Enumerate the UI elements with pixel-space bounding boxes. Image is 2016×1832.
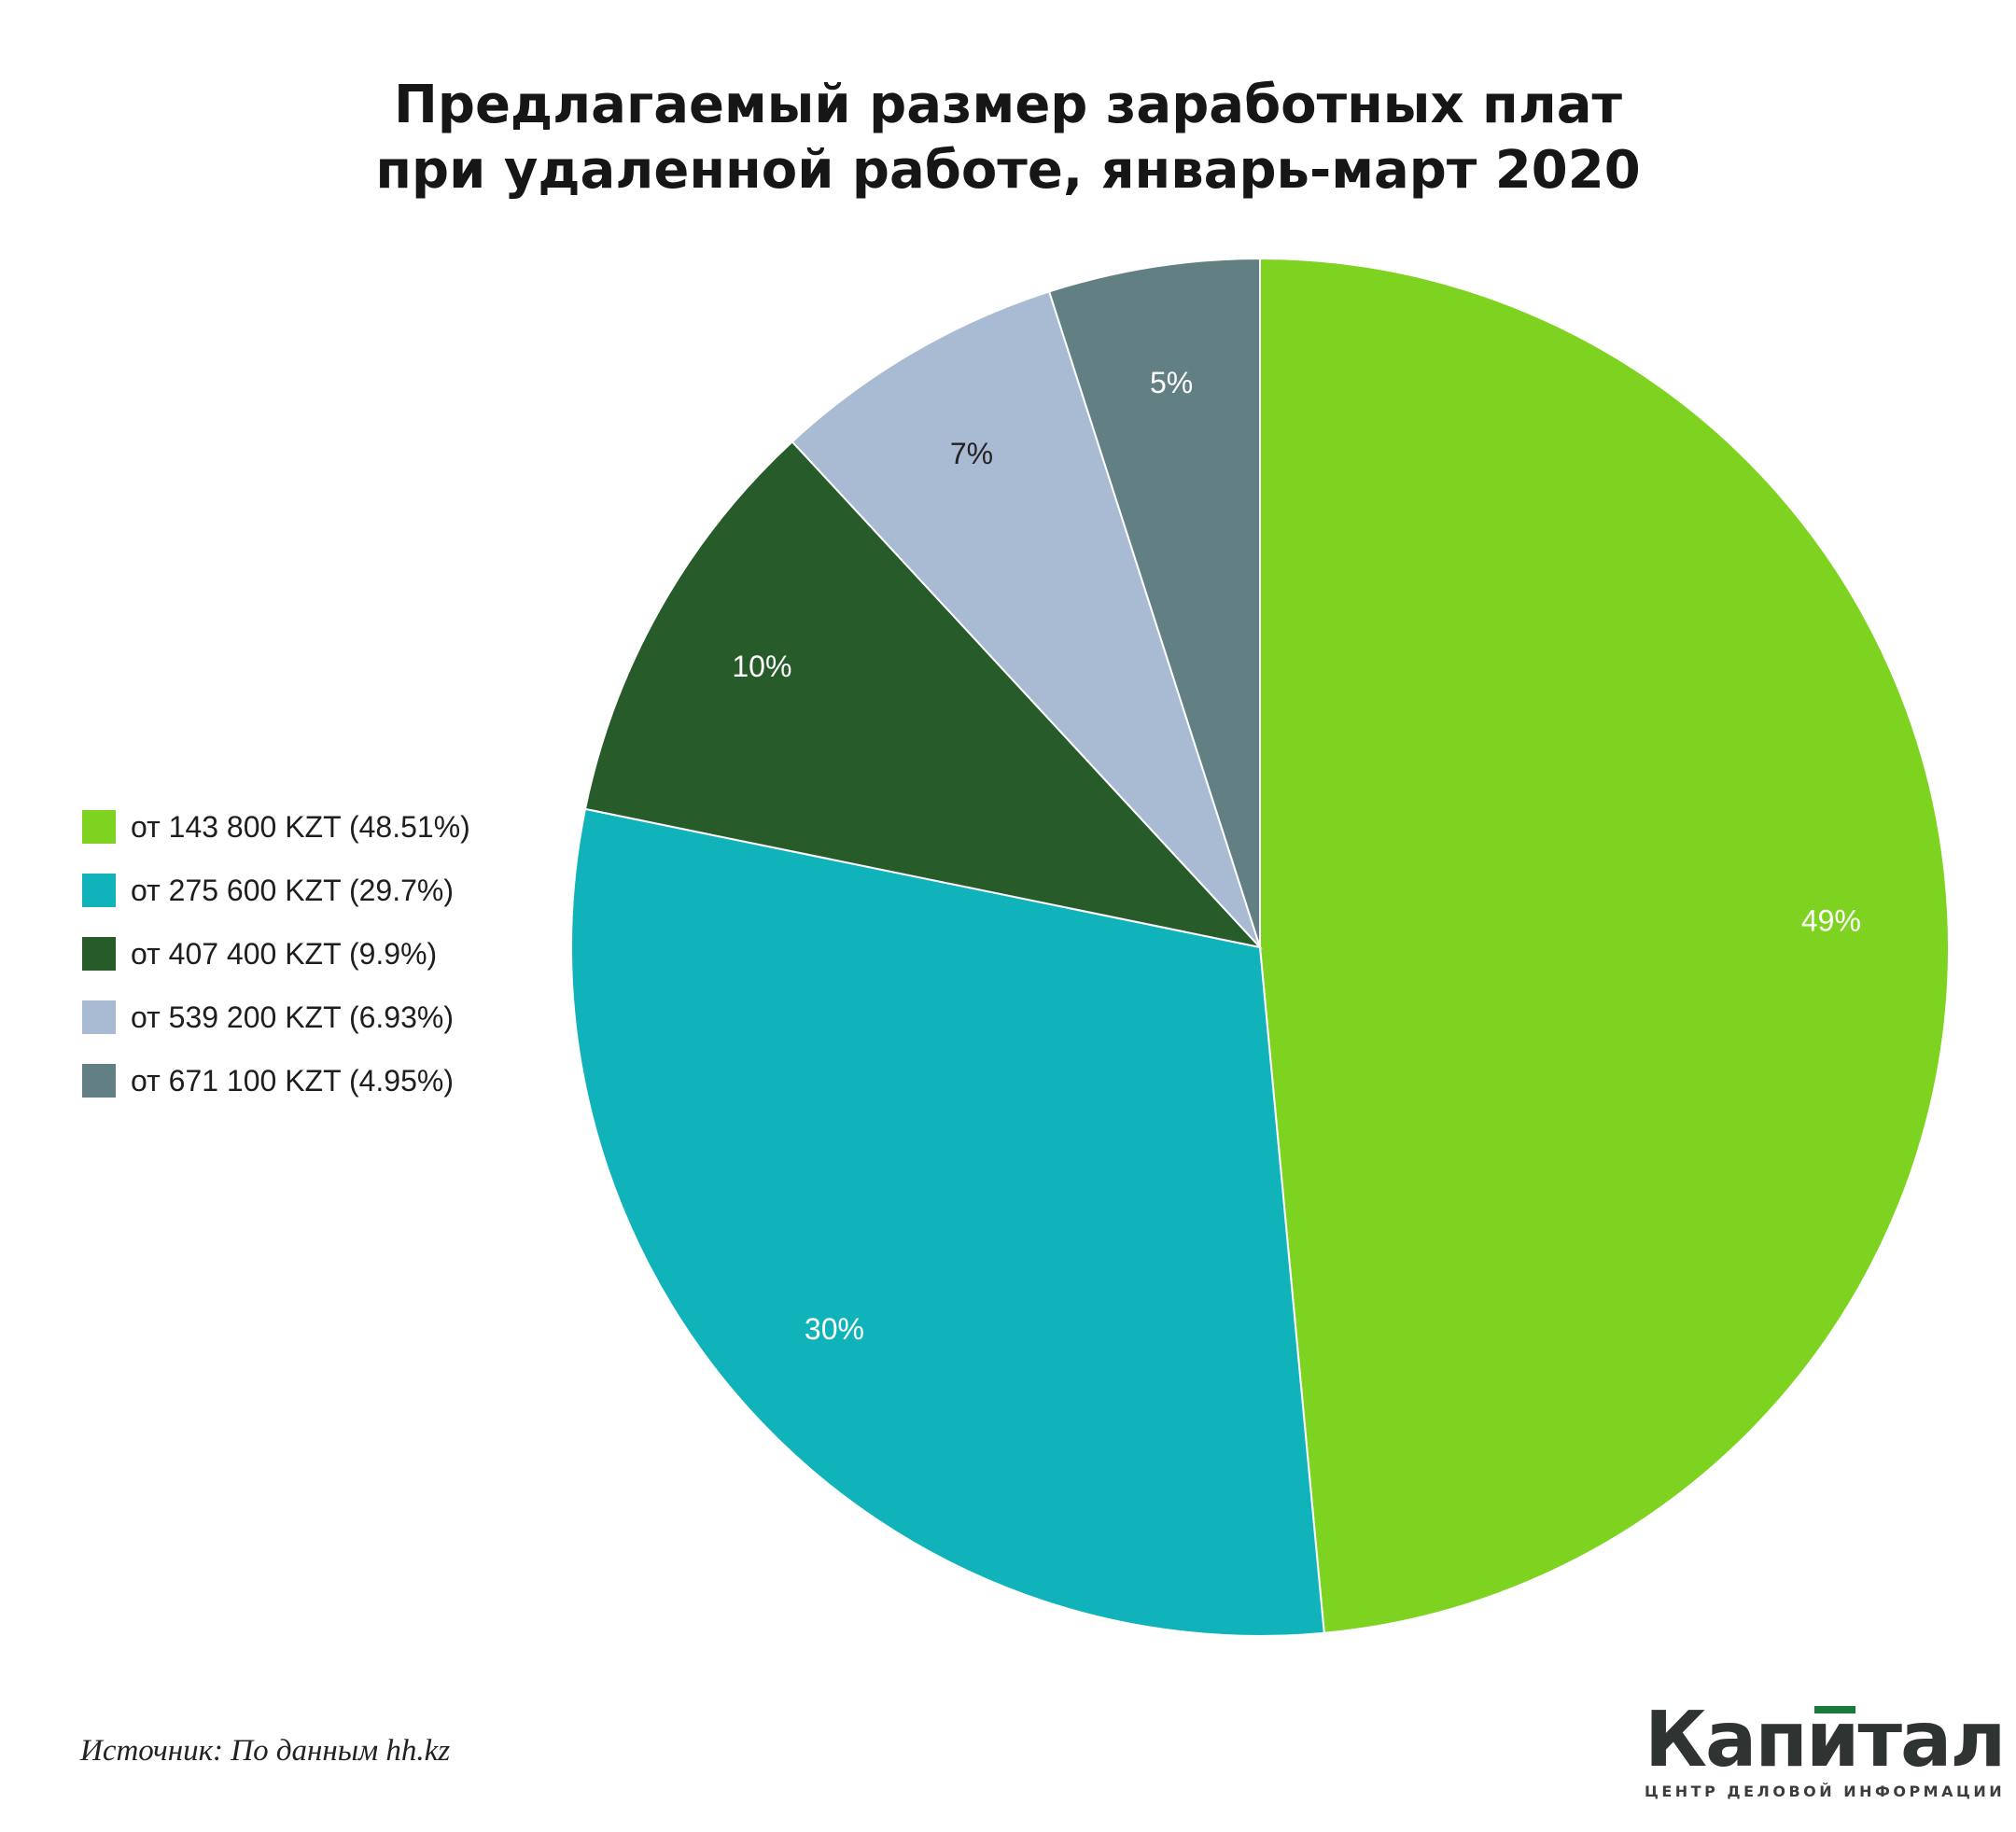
legend-item-3: от 407 400 KZT (9.9%) [82,922,470,986]
legend-swatch [82,874,116,907]
pie-data-label-1: 49% [1801,903,1861,937]
logo-accent-bar [1814,1706,1855,1713]
legend-label: от 539 200 KZT (6.93%) [131,1000,454,1034]
pie-slices [570,257,1950,1638]
legend-swatch [82,1064,116,1098]
legend-swatch [82,810,116,844]
legend-label: от 407 400 KZT (9.9%) [131,936,438,971]
logo-tagline: ЦЕНТР ДЕЛОВОЙ ИНФОРМАЦИИ [1645,1783,2006,1800]
pie-data-label-5: 5% [1150,366,1193,399]
legend-item-5: от 671 100 KZT (4.95%) [82,1049,470,1112]
pie-slice-3 [583,440,1263,949]
legend-label: от 143 800 KZT (48.51%) [131,809,470,844]
pie-slice-2 [570,807,1325,1638]
chart-legend: от 143 800 KZT (48.51%) от 275 600 KZT (2… [82,795,470,1112]
legend-item-2: от 275 600 KZT (29.7%) [82,859,470,922]
pie-data-label-2: 30% [805,1312,864,1346]
chart-title-line-1: Предлагаемый размер заработных плат [393,75,1623,135]
pie-slice-5 [1047,257,1261,948]
publisher-logo: Капитал ЦЕНТР ДЕЛОВОЙ ИНФОРМАЦИИ [1645,1700,2006,1801]
pie-data-label-3: 10% [732,650,791,683]
chart-title-line-2: при удаленной работе, январь-март 2020 [375,140,1641,201]
legend-item-1: от 143 800 KZT (48.51%) [82,795,470,859]
pie-data-labels: 49% 30% 10% 7% 5% [732,366,1861,1346]
source-note: Источник: По данным hh.kz [80,1734,451,1768]
pie-slice-4 [791,290,1261,948]
legend-label: от 671 100 KZT (4.95%) [131,1063,454,1098]
chart-title: Предлагаемый размер заработных плат при … [0,73,2016,203]
legend-item-4: от 539 200 KZT (6.93%) [82,986,470,1049]
pie-slice-1 [1259,257,1950,1634]
logo-wordmark: Капитал [1645,1700,2006,1781]
legend-label: от 275 600 KZT (29.7%) [131,873,454,907]
legend-swatch [82,1000,116,1034]
pie-data-label-4: 7% [950,437,993,470]
legend-swatch [82,937,116,971]
